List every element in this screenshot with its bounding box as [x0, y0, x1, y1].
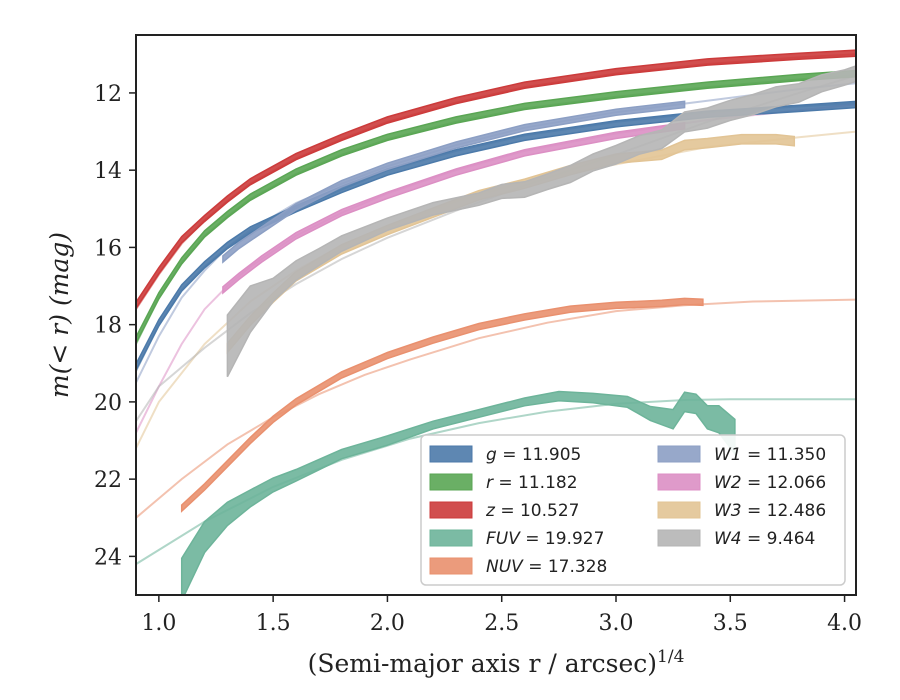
legend-swatch: [657, 445, 701, 463]
legend-swatch: [657, 473, 701, 491]
legend-swatch: [429, 473, 473, 491]
legend-swatch: [657, 501, 701, 519]
y-axis-label: m(< r) (mag): [45, 232, 74, 398]
series-data-band: [136, 69, 856, 344]
y-tick-label: 24: [94, 545, 122, 570]
legend-label: NUV = 17.328: [486, 557, 607, 577]
series-data-band: [226, 65, 856, 378]
legend-label: z = 10.527: [485, 501, 579, 521]
legend-box: [420, 434, 846, 586]
y-tick-label: 20: [94, 391, 122, 416]
x-tick-label: 2.5: [484, 611, 519, 636]
legend-item: W1 = 11.350: [657, 445, 826, 465]
series-data-band: [136, 100, 856, 371]
series-layer: [136, 49, 856, 595]
x-axis: 1.0 1.5 2.0 2.5 3.0 3.5 4.0: [141, 595, 862, 636]
x-tick-label: 4.0: [827, 611, 862, 636]
legend-item: r = 11.182: [429, 473, 578, 493]
legend-label: W2 = 12.066: [714, 473, 826, 493]
x-axis-label-sup: 1/4: [657, 647, 684, 667]
legend-swatch: [429, 445, 473, 463]
legend-swatch: [429, 529, 473, 547]
legend-swatch: [429, 557, 473, 575]
series-data-band: [222, 100, 686, 264]
x-axis-label: (Semi-major axis r / arcsec)1/4: [308, 647, 685, 678]
legend-label: FUV = 19.927: [486, 529, 604, 549]
plot-frame: [135, 34, 857, 596]
legend-item: W2 = 12.066: [657, 473, 826, 493]
legend-label: W4 = 9.464: [714, 529, 815, 549]
x-axis-label-main: (Semi-major axis r / arcsec): [308, 649, 657, 678]
legend: g = 11.905 r = 11.182 z = 10.527 FUV = 19.9…: [420, 434, 846, 586]
series-data-band: [180, 297, 704, 513]
legend-label: W3 = 12.486: [714, 501, 826, 521]
x-tick-label: 1.5: [256, 611, 291, 636]
legend-item: W4 = 9.464: [657, 529, 815, 549]
y-axis: 12 14 16 18 20 22 24: [94, 82, 136, 570]
legend-swatch: [429, 501, 473, 519]
y-tick-label: 12: [94, 82, 122, 107]
legend-label: W1 = 11.350: [714, 445, 826, 465]
y-tick-label: 18: [94, 314, 122, 339]
x-tick-label: 3.5: [713, 611, 748, 636]
legend-item: g = 11.905: [429, 445, 581, 465]
y-tick-label: 14: [94, 159, 122, 184]
legend-item: FUV = 19.927: [429, 529, 604, 549]
x-tick-label: 2.0: [370, 611, 405, 636]
legend-swatch: [657, 529, 701, 547]
legend-item: z = 10.527: [429, 501, 579, 521]
x-tick-label: 3.0: [599, 611, 634, 636]
legend-label: r = 11.182: [486, 473, 578, 493]
series-data-band: [136, 49, 856, 310]
y-tick-label: 16: [94, 236, 122, 261]
x-tick-label: 1.0: [141, 611, 176, 636]
legend-item: NUV = 17.328: [429, 557, 607, 577]
y-tick-label: 22: [94, 468, 122, 493]
legend-label: g = 11.905: [486, 445, 581, 465]
legend-item: W3 = 12.486: [657, 501, 826, 521]
